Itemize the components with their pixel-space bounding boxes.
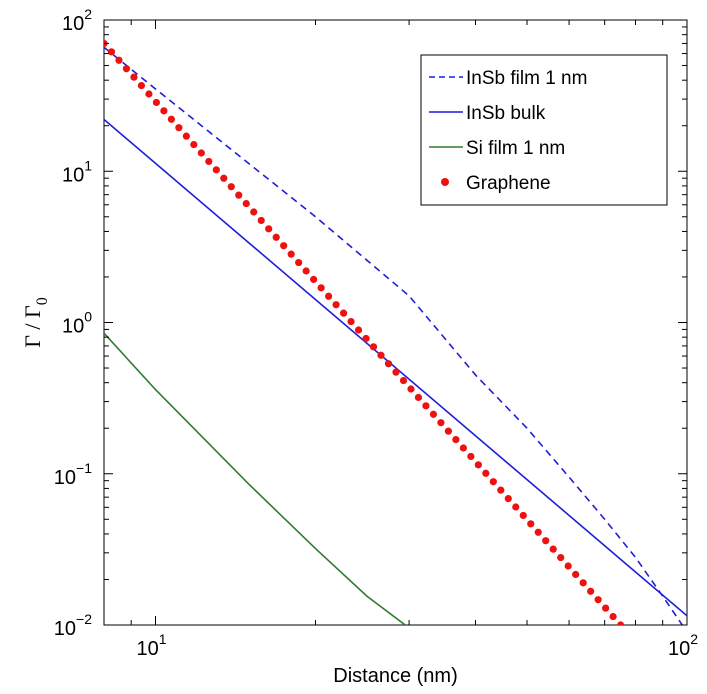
graphene-point xyxy=(302,267,310,275)
graphene-point xyxy=(325,292,333,300)
graphene-point xyxy=(377,351,385,359)
graphene-point xyxy=(235,191,243,199)
graphene-point xyxy=(152,98,161,107)
graphene-point xyxy=(190,140,198,149)
graphene-point xyxy=(227,183,235,191)
graphene-point xyxy=(317,284,325,292)
graphene-point xyxy=(572,570,580,579)
graphene-point xyxy=(399,376,408,385)
graphene-point xyxy=(369,343,378,351)
y-axis-label: Γ / Γ0 xyxy=(20,297,51,348)
axis-labels: Distance (nm) Γ / Γ0 xyxy=(20,297,458,687)
graphene-point xyxy=(392,368,400,376)
legend-item-insb-film-1-nm: InSb film 1 nm xyxy=(429,68,587,89)
graphene-point xyxy=(594,596,602,604)
graphene-point xyxy=(197,149,205,157)
graphene-point xyxy=(272,233,280,241)
series-layer xyxy=(104,39,687,625)
graphene-point xyxy=(414,393,423,402)
graphene-point xyxy=(474,461,482,469)
legend-item-graphene: Graphene xyxy=(441,173,551,194)
graphene-point xyxy=(519,511,527,520)
graphene-point xyxy=(115,56,123,64)
graphene-point xyxy=(182,132,190,140)
graphene-point xyxy=(257,216,265,225)
series-graphene xyxy=(104,39,625,625)
graphene-point xyxy=(534,528,542,536)
plot-area xyxy=(103,19,688,626)
graphene-point xyxy=(564,562,572,570)
graphene-point xyxy=(354,326,363,334)
graphene-point xyxy=(459,444,467,452)
graphene-point xyxy=(587,587,595,595)
graphene-point xyxy=(280,242,288,250)
graphene-point xyxy=(616,621,625,625)
graphene-point xyxy=(295,258,303,267)
graphene-point xyxy=(527,520,535,528)
graphene-point xyxy=(175,124,183,132)
series-si-film-1-nm xyxy=(104,332,406,625)
legend-label: InSb bulk xyxy=(466,103,546,124)
y-tick-label: 100 xyxy=(62,309,92,338)
graphene-point xyxy=(130,73,138,81)
graphene-point xyxy=(579,579,587,587)
graphene-point xyxy=(557,553,565,562)
graphene-point xyxy=(107,48,116,56)
graphene-point xyxy=(212,166,220,174)
legend-item-si-film-1-nm: Si film 1 nm xyxy=(429,138,565,159)
graphene-point xyxy=(242,199,250,208)
y-tick-label: 10−1 xyxy=(54,460,92,489)
graphene-point xyxy=(407,385,415,393)
ticks-layer xyxy=(103,19,688,626)
graphene-point xyxy=(497,486,505,494)
tick-labels: 101 102 10−2 10−1 100 101 102 xyxy=(54,6,698,660)
graphene-point xyxy=(489,478,497,486)
legend-label: Graphene xyxy=(466,173,551,194)
graphene-point xyxy=(250,208,258,216)
graphene-point xyxy=(287,250,295,258)
legend-label: Si film 1 nm xyxy=(466,138,565,159)
graphene-point xyxy=(384,360,393,368)
graphene-point xyxy=(482,469,490,477)
x-axis-label: Distance (nm) xyxy=(333,665,457,687)
graphene-point xyxy=(609,612,617,621)
y-tick-label: 10−2 xyxy=(54,611,92,640)
legend: InSb film 1 nm InSb bulk Si film 1 nm Graph… xyxy=(420,54,668,206)
graphene-point xyxy=(437,419,445,427)
graphene-point xyxy=(167,115,175,123)
graphene-point xyxy=(137,81,146,90)
graphene-point xyxy=(122,65,131,73)
x-tick-label: 102 xyxy=(668,631,698,660)
graphene-point xyxy=(347,317,355,326)
graphene-point xyxy=(310,275,318,284)
graphene-point xyxy=(160,107,168,115)
y-tick-label: 101 xyxy=(62,157,92,186)
series-insb-film-1-nm xyxy=(104,46,684,625)
graphene-point xyxy=(467,452,475,461)
graphene-point xyxy=(542,537,550,545)
graphene-point xyxy=(265,225,273,233)
graphene-point xyxy=(145,90,153,98)
graphene-point xyxy=(422,402,430,410)
graphene-point xyxy=(339,309,348,317)
graphene-point xyxy=(602,604,610,612)
graphene-point xyxy=(220,174,228,182)
y-tick-label: 102 xyxy=(62,6,92,35)
graphene-point xyxy=(452,435,460,444)
graphene-point xyxy=(362,334,370,343)
legend-label: InSb film 1 nm xyxy=(466,68,587,89)
graphene-point xyxy=(549,545,557,553)
graphene-point xyxy=(512,503,520,511)
graphene-point xyxy=(332,301,340,309)
graphene-point xyxy=(429,410,438,418)
graphene-point xyxy=(444,427,452,435)
series-insb-bulk xyxy=(104,118,687,617)
graphene-point xyxy=(205,157,213,166)
graphene-point xyxy=(504,494,512,503)
x-tick-label: 101 xyxy=(136,631,166,660)
legend-box xyxy=(420,54,668,206)
legend-item-insb-bulk: InSb bulk xyxy=(429,103,546,124)
legend-marker xyxy=(441,178,449,186)
